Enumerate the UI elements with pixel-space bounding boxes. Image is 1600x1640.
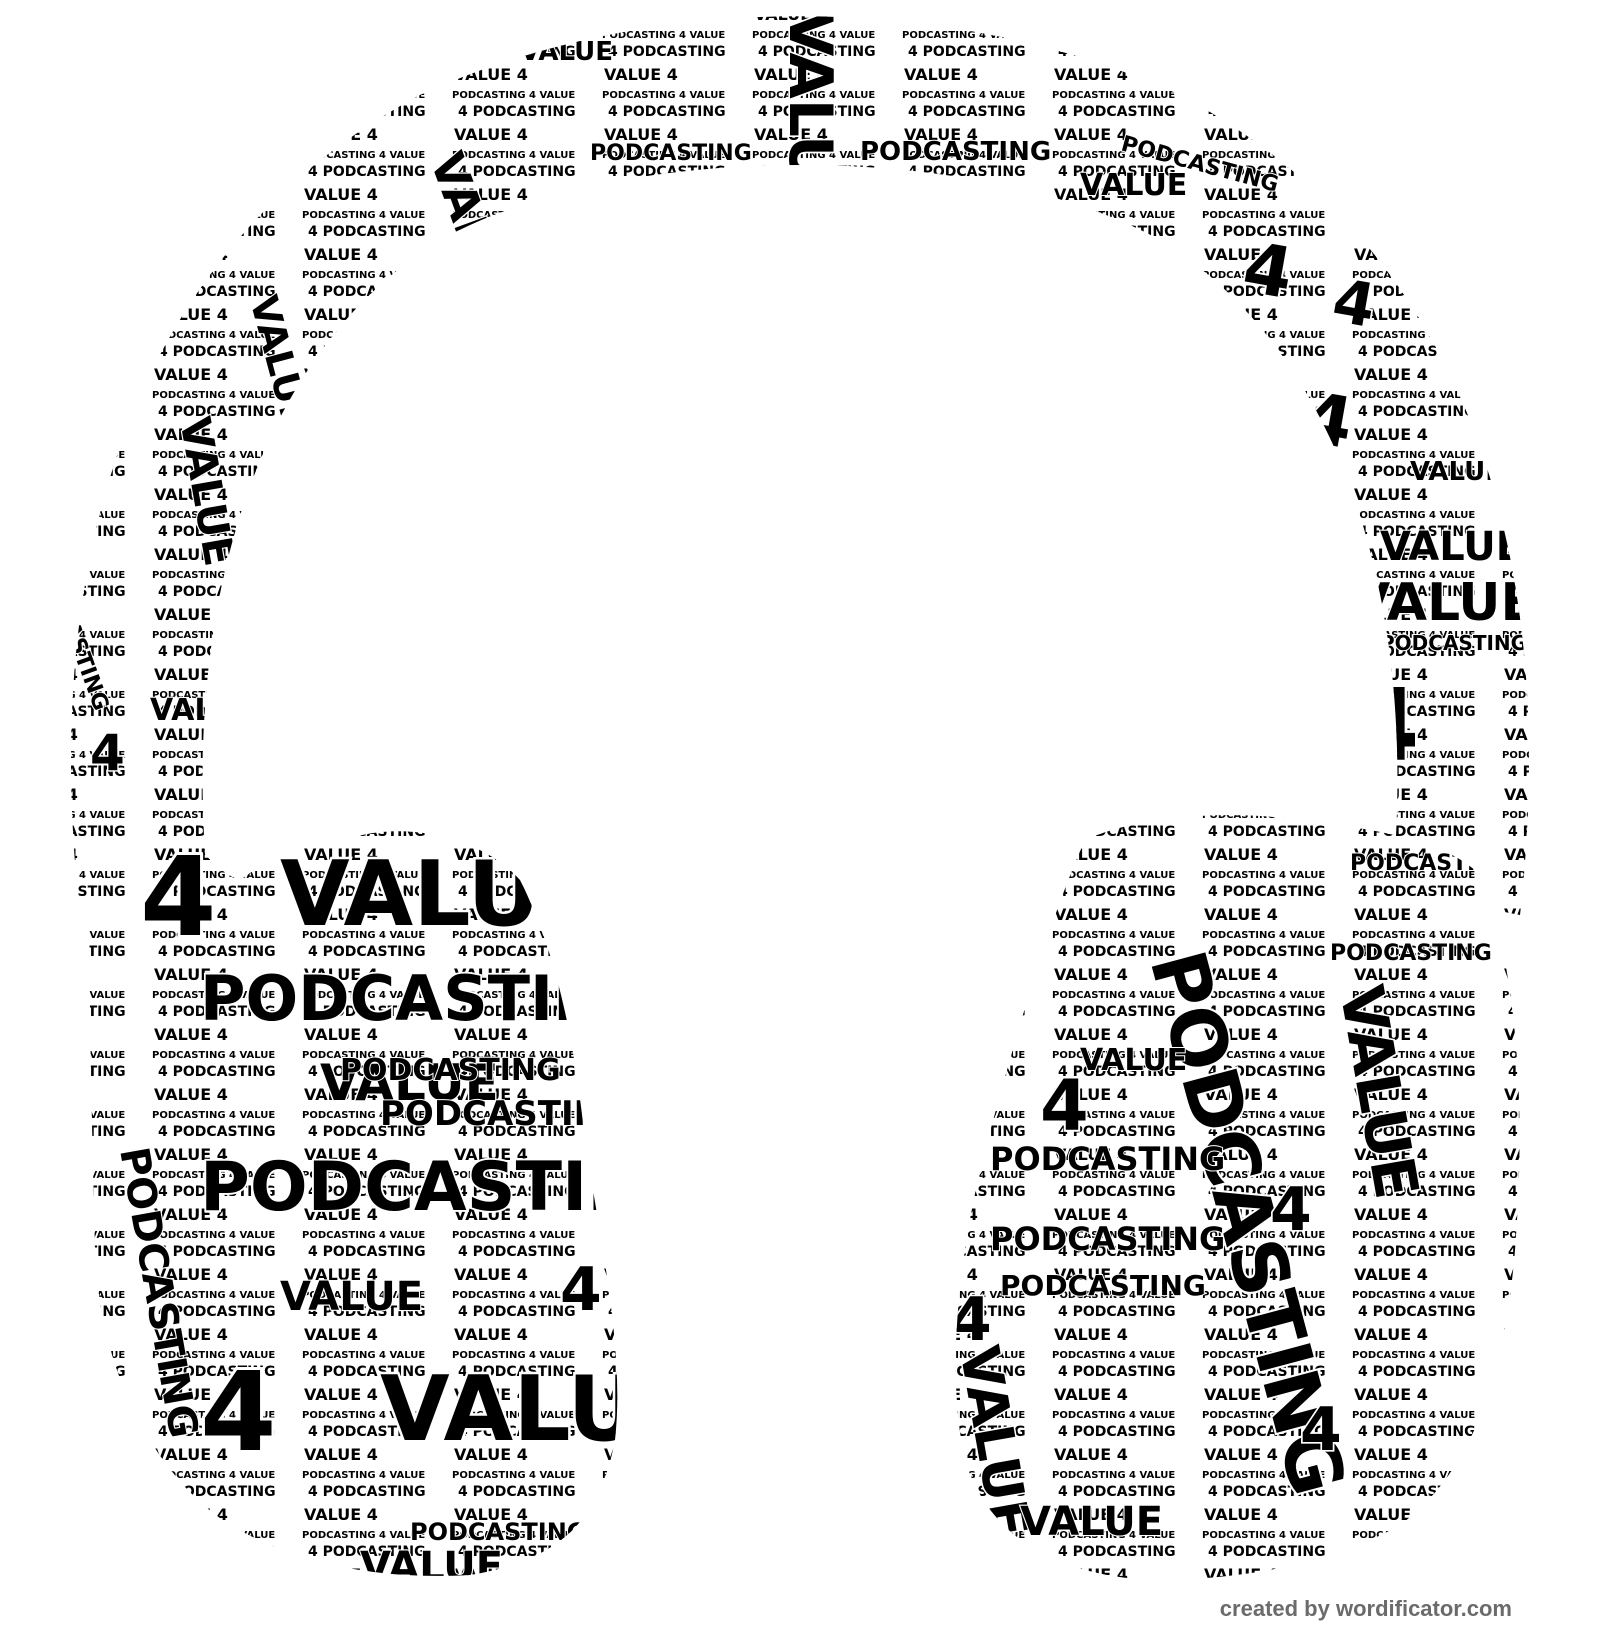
- cloud-word: 4: [1300, 1395, 1342, 1465]
- cloud-word: VALUE: [360, 1544, 503, 1590]
- cloud-word: PODCASTING: [200, 1148, 700, 1227]
- cloud-word: PODCASTING: [1330, 941, 1492, 966]
- cloud-word: VALUE: [320, 1054, 499, 1112]
- cloud-word: 4: [950, 1285, 992, 1355]
- cloud-word: 4: [1350, 667, 1420, 784]
- cloud-word: 4: [1040, 1065, 1089, 1147]
- cloud-word: PODCASTING: [410, 1518, 586, 1546]
- cloud-word: VALUE: [1410, 457, 1503, 487]
- cloud-word: VALUE: [1350, 573, 1536, 633]
- cloud-word: PODCASTING: [1380, 631, 1527, 655]
- cloud-word: VALUE: [1020, 1499, 1163, 1545]
- cloud-word: 4: [1270, 1175, 1312, 1245]
- cloud-word: PODCASTING: [990, 1220, 1225, 1258]
- cloud-word: PODCASTING: [340, 1053, 561, 1088]
- cloud-word: 4: [140, 833, 217, 961]
- cloud-word: 4: [90, 724, 125, 782]
- cloud-word: PODCASTING: [1000, 1269, 1206, 1302]
- cloud-word: PODCASTING: [590, 141, 752, 166]
- cloud-word: PODCASTING: [860, 137, 1051, 167]
- cloud-word: 4: [200, 1348, 277, 1476]
- cloud-word: PODCASTING: [200, 962, 656, 1035]
- cloud-word: VALUE: [1380, 524, 1523, 570]
- cloud-word: VALUE: [1080, 168, 1187, 203]
- credit-text: created by wordificator.com: [1219, 1596, 1512, 1621]
- left-ear-cup-shape: 4 VALUEPODCASTINGVALUEPODCASTINGPODCASTIN…: [87, 827, 702, 1590]
- cloud-word: VALUE: [150, 693, 257, 728]
- cloud-word: VALUE: [280, 1274, 423, 1320]
- cloud-word: VALUE: [520, 37, 613, 67]
- cloud-word: VALUE: [280, 842, 602, 947]
- cloud-word: PODCASTING: [990, 1140, 1225, 1178]
- cloud-word: PODCASTING: [380, 1094, 630, 1134]
- cloud-word: VALUE: [775, 10, 845, 225]
- cloud-word: VALUE: [380, 1357, 702, 1462]
- right-ear-cup-shape: PODCASTING VALUE PODCASTING PODCASTING PODCA…: [950, 815, 1520, 1580]
- cloud-word: 4: [560, 1255, 602, 1325]
- cloud-word: VALUE: [1080, 1043, 1187, 1078]
